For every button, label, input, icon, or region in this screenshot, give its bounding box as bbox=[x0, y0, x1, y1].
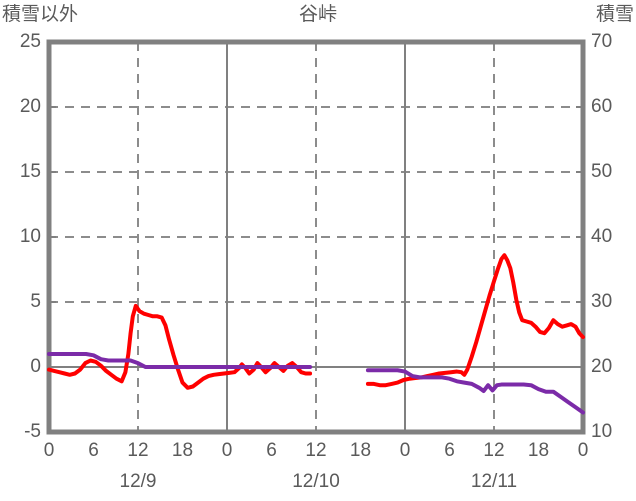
x-axis-date-label: 12/11 bbox=[470, 471, 518, 492]
y-tick-label-left: 0 bbox=[30, 356, 41, 377]
x-axis-date-label: 12/10 bbox=[292, 471, 340, 492]
x-tick-label: 0 bbox=[221, 440, 233, 461]
x-tick-label: 18 bbox=[527, 440, 550, 461]
y-tick-label-left: 5 bbox=[30, 291, 41, 312]
y-tick-label-right: 30 bbox=[591, 291, 613, 312]
right-axis-title: 積雪 bbox=[595, 4, 634, 25]
y-tick-label-right: 70 bbox=[591, 31, 613, 52]
y-tick-label-left: 15 bbox=[19, 161, 41, 182]
y-tick-label-right: 50 bbox=[591, 161, 613, 182]
x-tick-label: 12 bbox=[483, 440, 505, 461]
x-tick-label: 0 bbox=[43, 440, 55, 461]
series-line-purple-segment-1 bbox=[47, 352, 313, 369]
series-line-red-segment-2 bbox=[365, 253, 585, 388]
x-tick-label: 18 bbox=[171, 440, 194, 461]
x-tick-label: 0 bbox=[577, 440, 589, 461]
plot-frame bbox=[46, 39, 586, 435]
x-axis-date-label: 12/9 bbox=[119, 471, 157, 492]
x-tick-label: 12 bbox=[305, 440, 327, 461]
y-tick-label-left: 10 bbox=[19, 226, 41, 247]
y-tick-label-right: 60 bbox=[591, 96, 613, 117]
x-tick-label: 18 bbox=[349, 440, 372, 461]
left-axis-title: 積雪以外 bbox=[2, 4, 79, 25]
x-tick-label: 6 bbox=[444, 440, 455, 461]
x-tick-label: 6 bbox=[88, 440, 99, 461]
y-tick-label-left: -5 bbox=[24, 421, 41, 442]
x-tick-label: 6 bbox=[266, 440, 277, 461]
series-line-red-segment-1 bbox=[47, 303, 313, 390]
x-tick-label: 12 bbox=[127, 440, 149, 461]
y-tick-label-right: 40 bbox=[591, 226, 613, 247]
x-tick-label: 0 bbox=[399, 440, 411, 461]
y-tick-label-right: 20 bbox=[591, 356, 613, 377]
y-tick-label-right: 10 bbox=[591, 421, 613, 442]
y-tick-label-left: 25 bbox=[19, 31, 41, 52]
chart-title: 谷峠 bbox=[298, 4, 337, 25]
y-tick-label-left: 20 bbox=[19, 96, 41, 117]
series-line-purple-segment-2 bbox=[365, 368, 585, 415]
